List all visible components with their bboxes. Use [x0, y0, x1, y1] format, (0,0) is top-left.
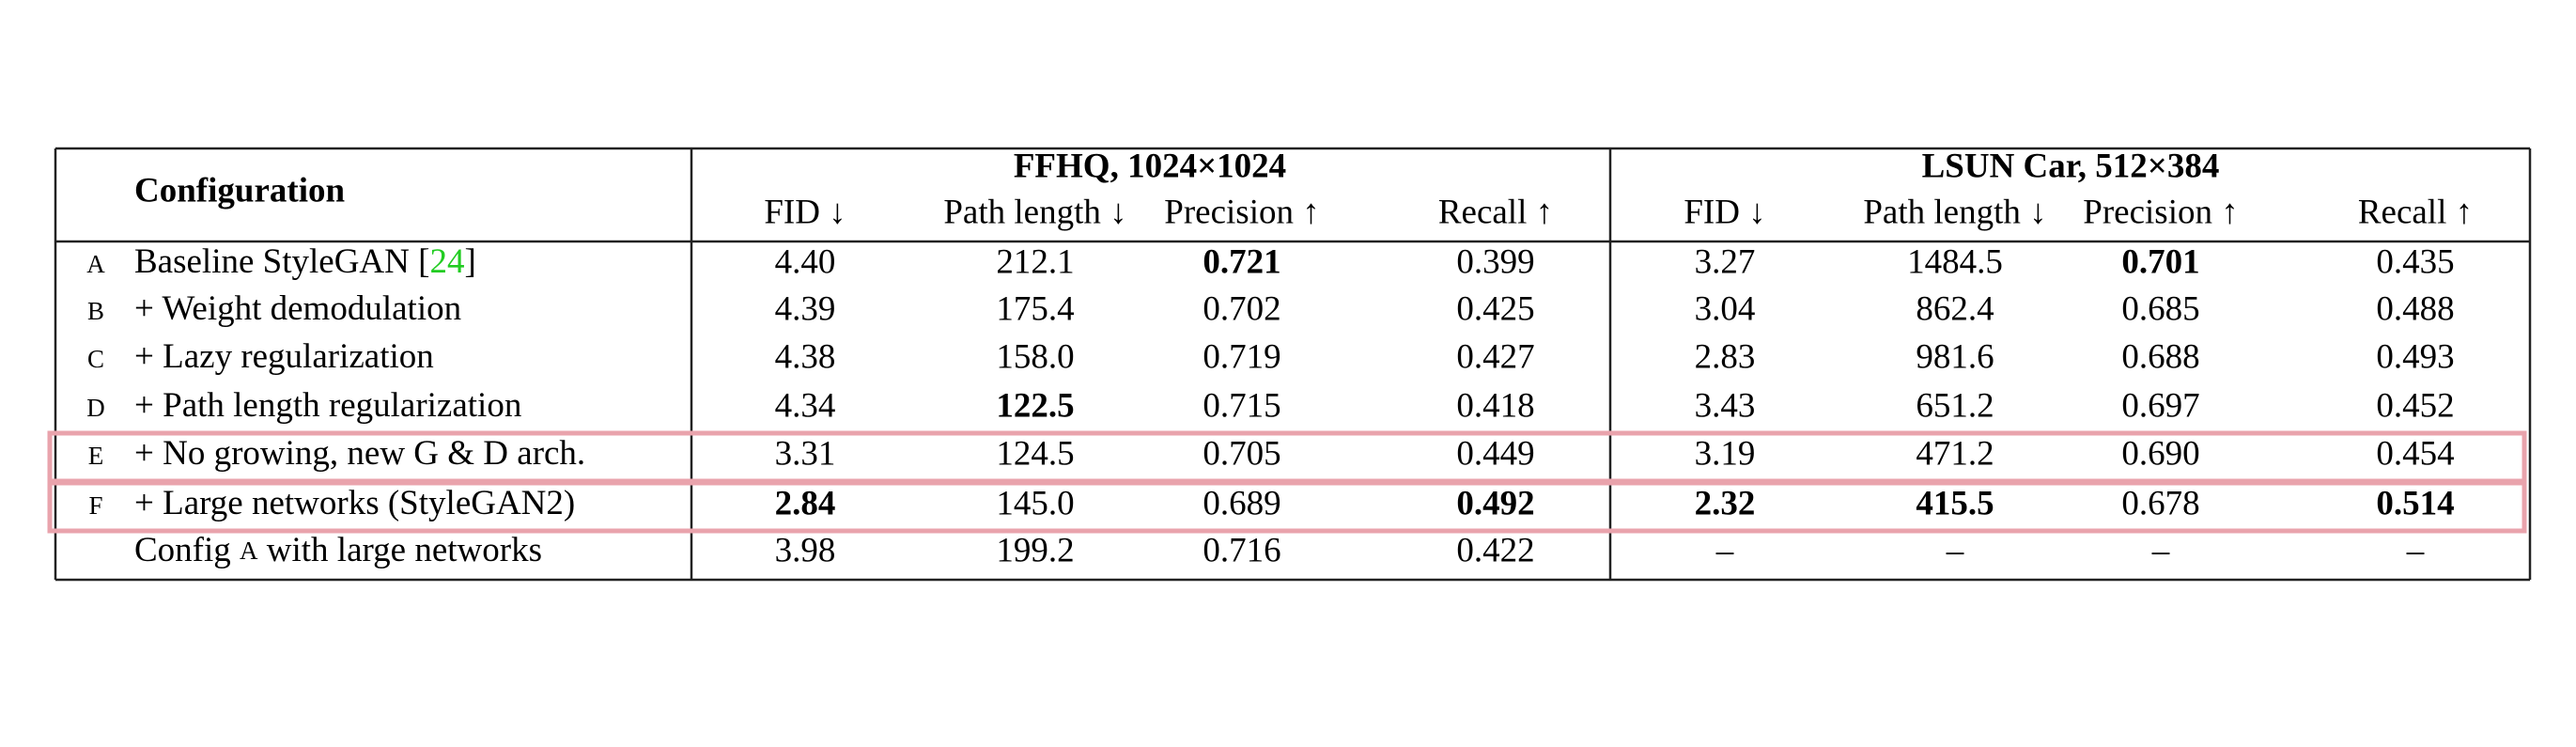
cell: – — [1946, 531, 1964, 569]
cell: 0.493 — [2376, 337, 2454, 376]
cell: – — [2151, 531, 2170, 569]
cell: – — [2406, 531, 2425, 569]
cell: 0.705 — [1203, 434, 1280, 473]
cell: 981.6 — [1916, 337, 1994, 376]
cell: 0.425 — [1456, 289, 1534, 328]
cell: 0.452 — [2376, 386, 2454, 425]
cell: 0.721 — [1203, 242, 1280, 281]
cell: 0.427 — [1456, 337, 1534, 376]
label-segment: ] — [464, 242, 475, 281]
cell: 4.40 — [775, 242, 836, 281]
cell: 0.514 — [2376, 484, 2454, 522]
cell: 158.0 — [996, 337, 1074, 376]
cell: 4.39 — [775, 289, 836, 328]
cell: 0.701 — [2121, 242, 2199, 281]
cell: 0.678 — [2121, 484, 2199, 522]
label-segment: Config — [134, 531, 240, 569]
column-header: Path length ↓ — [1863, 193, 2046, 231]
label-segment: + No growing, new G & D arch. — [134, 434, 585, 473]
row-label: Config A with large networks — [134, 531, 542, 569]
cell: 651.2 — [1916, 386, 1994, 425]
cell: 4.34 — [775, 386, 836, 425]
row-label: + Large networks (StyleGAN2) — [134, 484, 575, 522]
cell: 124.5 — [996, 434, 1074, 473]
column-header: Precision ↑ — [1164, 193, 1319, 231]
cell: 862.4 — [1916, 289, 1994, 328]
cell: 0.449 — [1456, 434, 1534, 473]
label-segment: A — [240, 537, 258, 565]
column-header: Recall ↑ — [2358, 193, 2473, 231]
cell: 0.697 — [2121, 386, 2199, 425]
row-label: + No growing, new G & D arch. — [134, 434, 585, 473]
row-label: + Weight demodulation — [134, 289, 461, 328]
cell: 0.716 — [1203, 531, 1280, 569]
label-segment: + Lazy regularization — [134, 337, 434, 376]
label-segment: Baseline StyleGAN [ — [134, 242, 429, 281]
group-header: FFHQ, 1024×1024 — [1014, 147, 1286, 185]
cell: 0.719 — [1203, 337, 1280, 376]
label-segment: + Weight demodulation — [134, 289, 461, 328]
cell: 415.5 — [1916, 484, 1994, 522]
row-label: + Path length regularization — [134, 386, 521, 425]
column-header: FID ↓ — [764, 193, 846, 231]
cell: 0.492 — [1456, 484, 1534, 522]
label-segment: + Path length regularization — [134, 386, 521, 425]
cell: 2.84 — [775, 484, 836, 522]
row-id: D — [86, 394, 105, 422]
label-segment: with large networks — [258, 531, 542, 569]
cell: 1484.5 — [1907, 242, 2003, 281]
cell: 0.399 — [1456, 242, 1534, 281]
row-id: A — [86, 250, 105, 278]
row-id: E — [88, 442, 104, 470]
cell: 199.2 — [996, 531, 1074, 569]
row-highlight — [47, 480, 2527, 534]
cell: 0.488 — [2376, 289, 2454, 328]
row-label: Baseline StyleGAN [24] — [134, 242, 476, 281]
cell: 0.418 — [1456, 386, 1534, 425]
cell: 0.702 — [1203, 289, 1280, 328]
cell: 4.38 — [775, 337, 836, 376]
row-id: B — [87, 297, 104, 325]
row-label: + Lazy regularization — [134, 337, 434, 376]
cell: 0.690 — [2121, 434, 2199, 473]
cell: 0.715 — [1203, 386, 1280, 425]
cell: 0.435 — [2376, 242, 2454, 281]
cell: 0.685 — [2121, 289, 2199, 328]
cell: 471.2 — [1916, 434, 1994, 473]
cell: 3.27 — [1695, 242, 1756, 281]
cell: 2.32 — [1695, 484, 1756, 522]
cell: 175.4 — [996, 289, 1074, 328]
cell: 212.1 — [996, 242, 1074, 281]
cell: 0.422 — [1456, 531, 1534, 569]
column-header: FID ↓ — [1684, 193, 1765, 231]
cell: 0.688 — [2121, 337, 2199, 376]
cell: 2.83 — [1695, 337, 1756, 376]
label-segment: 24 — [429, 242, 464, 281]
cell: 3.31 — [775, 434, 836, 473]
cell: 145.0 — [996, 484, 1074, 522]
row-id: C — [87, 345, 104, 373]
cell: 0.454 — [2376, 434, 2454, 473]
cell: 3.04 — [1695, 289, 1756, 328]
row-id: F — [88, 491, 102, 520]
cell: – — [1715, 531, 1734, 569]
cell: 3.19 — [1695, 434, 1756, 473]
column-header: Path length ↓ — [943, 193, 1126, 231]
cell: 3.43 — [1695, 386, 1756, 425]
label-segment: + Large networks (StyleGAN2) — [134, 484, 575, 522]
column-header: Precision ↑ — [2083, 193, 2238, 231]
cell: 0.689 — [1203, 484, 1280, 522]
column-header: Recall ↑ — [1438, 193, 1553, 231]
cell: 3.98 — [775, 531, 836, 569]
cell: 122.5 — [996, 386, 1074, 425]
group-header: LSUN Car, 512×384 — [1922, 147, 2220, 185]
configuration-header: Configuration — [134, 171, 346, 210]
